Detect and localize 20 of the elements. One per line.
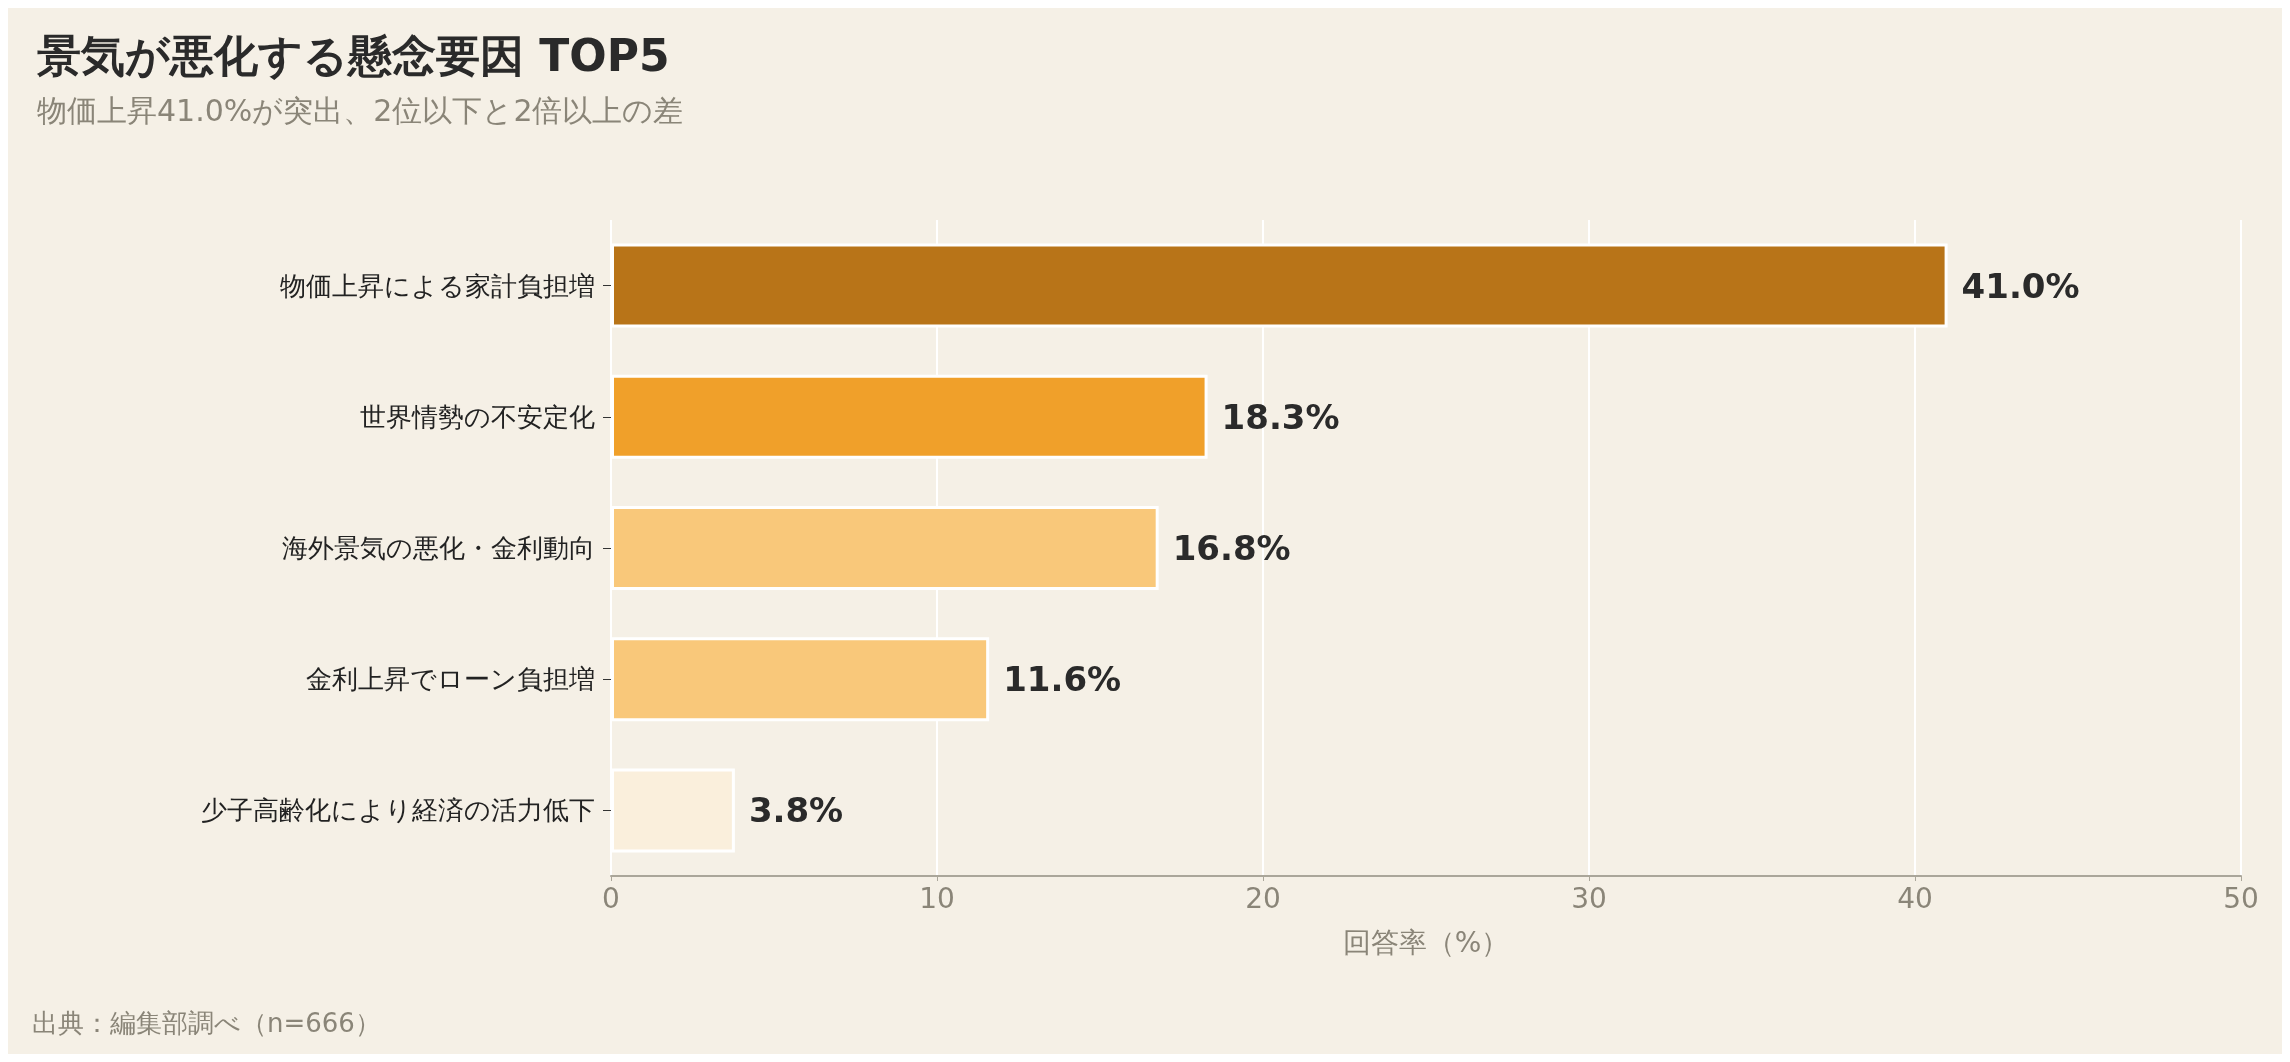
x-tick-label: 10 — [919, 881, 955, 915]
y-tick-label: 世界情勢の不安定化 — [360, 401, 595, 432]
x-axis-title: 回答率（%） — [1342, 925, 1510, 959]
data-label: 41.0% — [1961, 265, 2080, 306]
x-tick-label: 0 — [602, 881, 620, 915]
data-label: 16.8% — [1172, 528, 1291, 568]
y-tick-label: 少子高齢化により経済の活力低下 — [201, 795, 595, 826]
chart-title: 景気が悪化する懸念要因 TOP5 — [36, 29, 670, 81]
y-tick-label: 金利上昇でローン負担増 — [306, 664, 595, 695]
y-tick-label: 物価上昇による家計負担増 — [280, 270, 595, 301]
data-label: 11.6% — [1003, 659, 1122, 700]
x-tick-label: 20 — [1245, 881, 1281, 915]
x-tick-label: 40 — [1897, 881, 1933, 915]
y-tick-label: 海外景気の悪化・金利動向 — [282, 533, 595, 563]
text: 物価上昇41.0%が突出、2位以下と2倍以上の差 — [37, 92, 684, 128]
x-tick-label: 30 — [1571, 881, 1607, 915]
x-tick-label: 50 — [2223, 881, 2259, 915]
data-label: 3.8% — [748, 790, 844, 831]
source-note: 出典：編集部調べ（n=666） — [32, 1008, 381, 1038]
data-label: 18.3% — [1221, 396, 1340, 437]
